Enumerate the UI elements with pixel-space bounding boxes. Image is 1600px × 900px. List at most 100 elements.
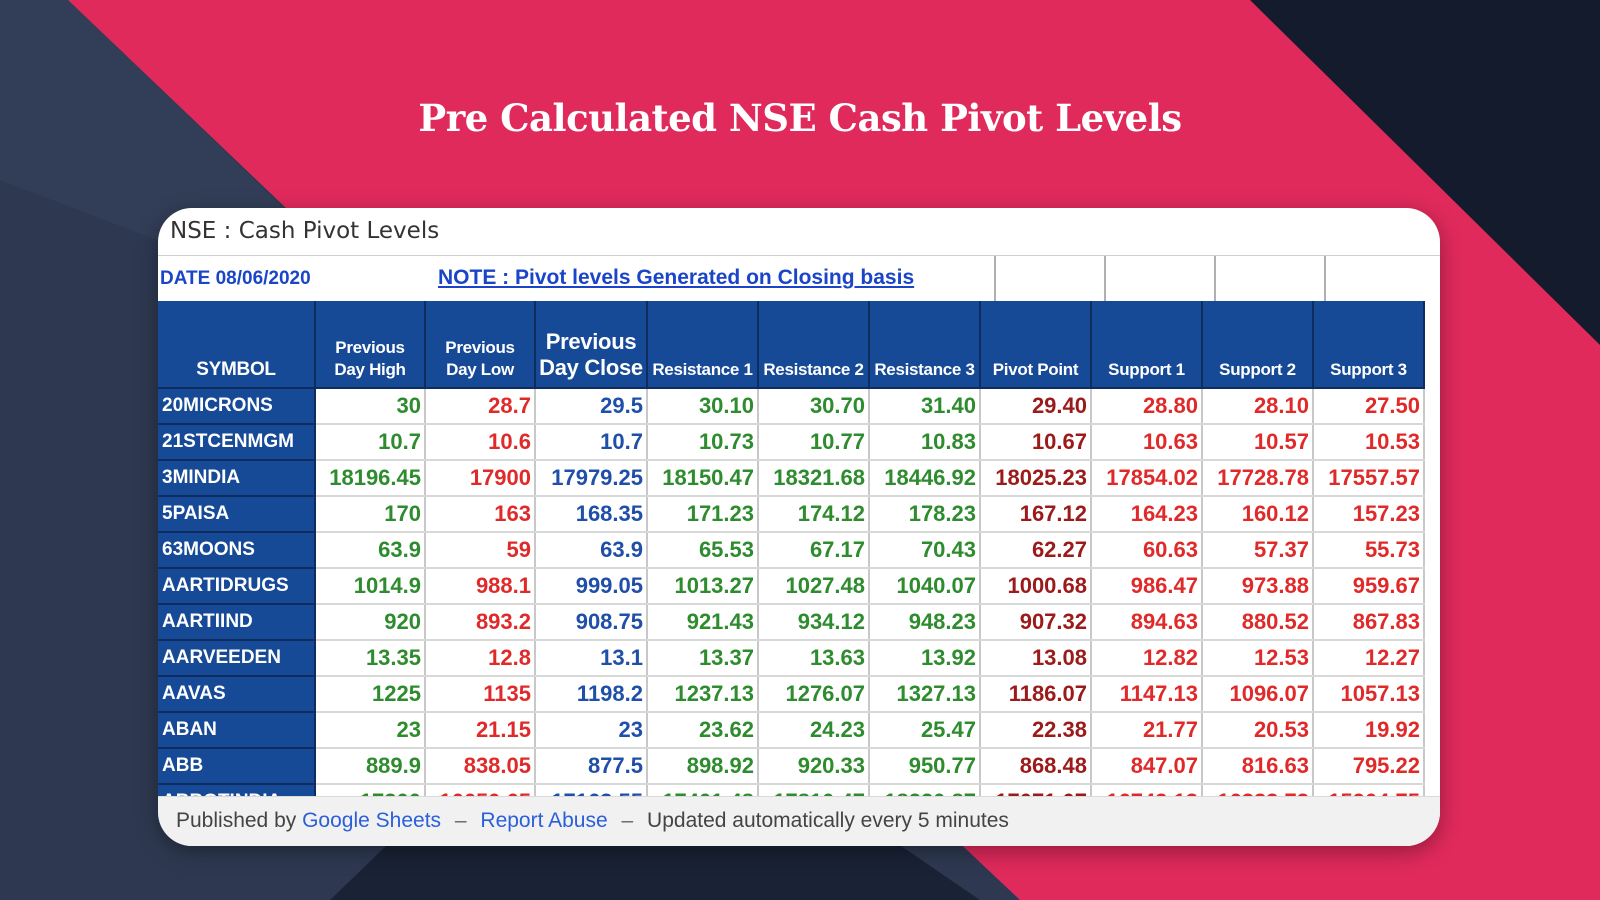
symbol-cell: AAVAS bbox=[158, 676, 316, 713]
value-cell: 17979.25 bbox=[535, 460, 648, 497]
report-abuse-link[interactable]: Report Abuse bbox=[480, 809, 608, 832]
value-cell: 867.83 bbox=[1313, 604, 1425, 641]
value-cell: 838.05 bbox=[425, 748, 536, 785]
value-cell: 1186.07 bbox=[980, 676, 1092, 713]
value-cell: 795.22 bbox=[1313, 748, 1425, 785]
value-cell: 29.5 bbox=[535, 388, 648, 425]
value-cell: 27.50 bbox=[1313, 388, 1425, 425]
value-cell: 13.63 bbox=[758, 640, 870, 677]
date-label: DATE 08/06/2020 bbox=[160, 268, 311, 289]
value-cell: 1027.48 bbox=[758, 568, 870, 605]
footer-text: Published by Google Sheets – Report Abus… bbox=[176, 809, 1009, 833]
column-header: Previous Day Low bbox=[425, 301, 536, 389]
value-cell: 21.15 bbox=[425, 712, 536, 749]
value-cell: 10.63 bbox=[1091, 424, 1203, 461]
value-cell: 157.23 bbox=[1313, 496, 1425, 533]
value-cell: 18446.92 bbox=[869, 460, 981, 497]
value-cell: 13.08 bbox=[980, 640, 1092, 677]
column-header: Previous Day Close bbox=[535, 301, 648, 389]
column-header: Resistance 2 bbox=[758, 301, 870, 389]
value-cell: 10.83 bbox=[869, 424, 981, 461]
value-cell: 920.33 bbox=[758, 748, 870, 785]
value-cell: 1276.07 bbox=[758, 676, 870, 713]
value-cell: 988.1 bbox=[425, 568, 536, 605]
value-cell: 880.52 bbox=[1202, 604, 1314, 641]
value-cell: 28.10 bbox=[1202, 388, 1314, 425]
value-cell: 13.37 bbox=[647, 640, 759, 677]
footer-updated-text: Updated automatically every 5 minutes bbox=[647, 809, 1009, 832]
value-cell: 70.43 bbox=[869, 532, 981, 569]
value-cell: 60.63 bbox=[1091, 532, 1203, 569]
value-cell: 164.23 bbox=[1091, 496, 1203, 533]
table-body: 20MICRONS 30 28.7 29.5 30.10 30.70 31.40 29.40 2… bbox=[158, 388, 1425, 821]
value-cell: 24.23 bbox=[758, 712, 870, 749]
value-cell: 10.53 bbox=[1313, 424, 1425, 461]
value-cell: 1327.13 bbox=[869, 676, 981, 713]
symbol-cell: 3MINDIA bbox=[158, 460, 316, 497]
value-cell: 920 bbox=[315, 604, 426, 641]
value-cell: 168.35 bbox=[535, 496, 648, 533]
value-cell: 986.47 bbox=[1091, 568, 1203, 605]
value-cell: 167.12 bbox=[980, 496, 1092, 533]
table-row: ABB 889.9 838.05 877.5 898.92 920.33 950.77 868… bbox=[158, 748, 1425, 785]
value-cell: 908.75 bbox=[535, 604, 648, 641]
blank-cell bbox=[994, 256, 1106, 301]
value-cell: 1147.13 bbox=[1091, 676, 1203, 713]
symbol-cell: ABB bbox=[158, 748, 316, 785]
value-cell: 10.57 bbox=[1202, 424, 1314, 461]
column-header: Pivot Point bbox=[980, 301, 1092, 389]
table-row: AAVAS 1225 1135 1198.2 1237.13 1276.07 1327.13… bbox=[158, 676, 1425, 713]
value-cell: 63.9 bbox=[315, 532, 426, 569]
symbol-cell: 63MOONS bbox=[158, 532, 316, 569]
value-cell: 1198.2 bbox=[535, 676, 648, 713]
value-cell: 25.47 bbox=[869, 712, 981, 749]
symbol-cell: AARVEEDEN bbox=[158, 640, 316, 677]
footer-separator: – bbox=[454, 809, 467, 832]
divider bbox=[158, 255, 1440, 256]
value-cell: 29.40 bbox=[980, 388, 1092, 425]
value-cell: 22.38 bbox=[980, 712, 1092, 749]
value-cell: 63.9 bbox=[535, 532, 648, 569]
value-cell: 17854.02 bbox=[1091, 460, 1203, 497]
table-row: 3MINDIA 18196.45 17900 17979.25 18150.47 1832… bbox=[158, 460, 1425, 497]
value-cell: 10.7 bbox=[315, 424, 426, 461]
column-header: Resistance 1 bbox=[647, 301, 759, 389]
sheet-title: NSE : Cash Pivot Levels bbox=[170, 218, 440, 244]
table-row: AARTIIND 920 893.2 908.75 921.43 934.12 948.23… bbox=[158, 604, 1425, 641]
value-cell: 18025.23 bbox=[980, 460, 1092, 497]
blank-cell bbox=[1324, 256, 1440, 301]
symbol-cell: AARTIIND bbox=[158, 604, 316, 641]
value-cell: 30.70 bbox=[758, 388, 870, 425]
table-header-row: SYMBOL Previous Day High Previous Day Low P… bbox=[158, 301, 1425, 389]
value-cell: 67.17 bbox=[758, 532, 870, 569]
note-link[interactable]: NOTE : Pivot levels Generated on Closing… bbox=[438, 266, 915, 289]
value-cell: 948.23 bbox=[869, 604, 981, 641]
value-cell: 889.9 bbox=[315, 748, 426, 785]
info-row: DATE 08/06/2020 NOTE : Pivot levels Gene… bbox=[158, 256, 1440, 301]
value-cell: 163 bbox=[425, 496, 536, 533]
value-cell: 17900 bbox=[425, 460, 536, 497]
sheet-footer: Published by Google Sheets – Report Abus… bbox=[158, 796, 1440, 846]
value-cell: 23.62 bbox=[647, 712, 759, 749]
value-cell: 1014.9 bbox=[315, 568, 426, 605]
value-cell: 1135 bbox=[425, 676, 536, 713]
value-cell: 950.77 bbox=[869, 748, 981, 785]
value-cell: 959.67 bbox=[1313, 568, 1425, 605]
value-cell: 28.7 bbox=[425, 388, 536, 425]
google-sheets-link[interactable]: Google Sheets bbox=[302, 809, 442, 832]
table-row: 5PAISA 170 163 168.35 171.23 174.12 178.23 167.… bbox=[158, 496, 1425, 533]
symbol-cell: ABAN bbox=[158, 712, 316, 749]
value-cell: 160.12 bbox=[1202, 496, 1314, 533]
value-cell: 10.6 bbox=[425, 424, 536, 461]
value-cell: 59 bbox=[425, 532, 536, 569]
value-cell: 23 bbox=[535, 712, 648, 749]
table-row: AARTIDRUGS 1014.9 988.1 999.05 1013.27 1027.4… bbox=[158, 568, 1425, 605]
value-cell: 893.2 bbox=[425, 604, 536, 641]
value-cell: 31.40 bbox=[869, 388, 981, 425]
value-cell: 894.63 bbox=[1091, 604, 1203, 641]
pivot-table: SYMBOL Previous Day High Previous Day Low P… bbox=[158, 301, 1425, 821]
value-cell: 1096.07 bbox=[1202, 676, 1314, 713]
value-cell: 1040.07 bbox=[869, 568, 981, 605]
value-cell: 12.82 bbox=[1091, 640, 1203, 677]
footer-separator: – bbox=[621, 809, 634, 832]
